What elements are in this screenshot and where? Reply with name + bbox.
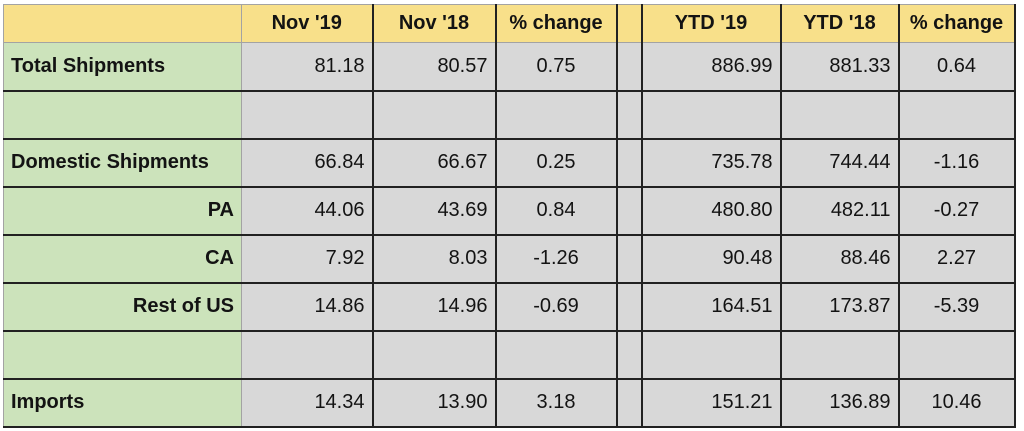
value-cell: -1.16 — [897, 137, 1016, 188]
value-cell: 10.46 — [897, 377, 1016, 428]
row-label: Rest of US — [3, 281, 242, 332]
shipments-table: Nov '19 Nov '18 % change YTD '19 YTD '18… — [3, 4, 1016, 428]
value-cell — [371, 329, 497, 380]
value-cell: 482.11 — [779, 185, 900, 236]
column-header-ytd-18: YTD '18 — [779, 4, 900, 43]
value-cell — [897, 89, 1016, 140]
value-cell: -1.26 — [494, 233, 618, 284]
spacer-cell — [615, 233, 643, 284]
value-cell: 0.64 — [897, 42, 1016, 92]
value-cell: -0.27 — [897, 185, 1016, 236]
value-cell: 173.87 — [779, 281, 900, 332]
value-cell: 90.48 — [640, 233, 782, 284]
value-cell: 164.51 — [640, 281, 782, 332]
spacer-cell — [615, 281, 643, 332]
value-cell — [241, 329, 374, 380]
row-label: CA — [3, 233, 242, 284]
value-cell: 80.57 — [371, 42, 497, 92]
row-blank — [3, 89, 1016, 140]
row-ca: CA 7.92 8.03 -1.26 90.48 88.46 2.27 — [3, 233, 1016, 284]
value-cell: 735.78 — [640, 137, 782, 188]
row-domestic-shipments: Domestic Shipments 66.84 66.67 0.25 735.… — [3, 137, 1016, 188]
value-cell: 0.75 — [494, 42, 618, 92]
spacer-cell — [615, 329, 643, 380]
row-label: PA — [3, 185, 242, 236]
value-cell: -0.69 — [494, 281, 618, 332]
value-cell: 7.92 — [241, 233, 374, 284]
value-cell: 43.69 — [371, 185, 497, 236]
value-cell: 744.44 — [779, 137, 900, 188]
value-cell — [371, 89, 497, 140]
value-cell: 151.21 — [640, 377, 782, 428]
value-cell: 136.89 — [779, 377, 900, 428]
value-cell: 81.18 — [241, 42, 374, 92]
value-cell — [241, 89, 374, 140]
value-cell — [779, 89, 900, 140]
value-cell: 13.90 — [371, 377, 497, 428]
spacer-cell — [615, 137, 643, 188]
row-total-shipments: Total Shipments 81.18 80.57 0.75 886.99 … — [3, 42, 1016, 92]
row-label: Imports — [3, 377, 242, 428]
value-cell: 14.96 — [371, 281, 497, 332]
value-cell — [640, 89, 782, 140]
spacer-cell — [615, 377, 643, 428]
value-cell: 3.18 — [494, 377, 618, 428]
value-cell: 8.03 — [371, 233, 497, 284]
value-cell — [494, 329, 618, 380]
row-label: Domestic Shipments — [3, 137, 242, 188]
spacer-cell — [615, 42, 643, 92]
value-cell: 44.06 — [241, 185, 374, 236]
column-header-ytd-19: YTD '19 — [640, 4, 782, 43]
row-imports: Imports 14.34 13.90 3.18 151.21 136.89 1… — [3, 377, 1016, 428]
value-cell: 14.34 — [241, 377, 374, 428]
value-cell — [640, 329, 782, 380]
row-pa: PA 44.06 43.69 0.84 480.80 482.11 -0.27 — [3, 185, 1016, 236]
row-label — [3, 89, 242, 140]
column-header-spacer — [615, 4, 643, 43]
value-cell — [494, 89, 618, 140]
header-row: Nov '19 Nov '18 % change YTD '19 YTD '18… — [3, 4, 1016, 43]
value-cell: 66.67 — [371, 137, 497, 188]
column-header-nov-18: Nov '18 — [371, 4, 497, 43]
spacer-cell — [615, 89, 643, 140]
value-cell: 14.86 — [241, 281, 374, 332]
spacer-cell — [615, 185, 643, 236]
value-cell: 88.46 — [779, 233, 900, 284]
value-cell: 0.84 — [494, 185, 618, 236]
value-cell: 480.80 — [640, 185, 782, 236]
row-blank — [3, 329, 1016, 380]
value-cell: 886.99 — [640, 42, 782, 92]
column-header-blank — [3, 4, 242, 43]
value-cell: 2.27 — [897, 233, 1016, 284]
value-cell — [779, 329, 900, 380]
value-cell — [897, 329, 1016, 380]
row-rest-of-us: Rest of US 14.86 14.96 -0.69 164.51 173.… — [3, 281, 1016, 332]
column-header-pct-change-ytd: % change — [897, 4, 1016, 43]
row-label: Total Shipments — [3, 42, 242, 92]
row-label — [3, 329, 242, 380]
column-header-nov-19: Nov '19 — [241, 4, 374, 43]
value-cell: 66.84 — [241, 137, 374, 188]
column-header-pct-change-month: % change — [494, 4, 618, 43]
value-cell: 0.25 — [494, 137, 618, 188]
value-cell: 881.33 — [779, 42, 900, 92]
value-cell: -5.39 — [897, 281, 1016, 332]
